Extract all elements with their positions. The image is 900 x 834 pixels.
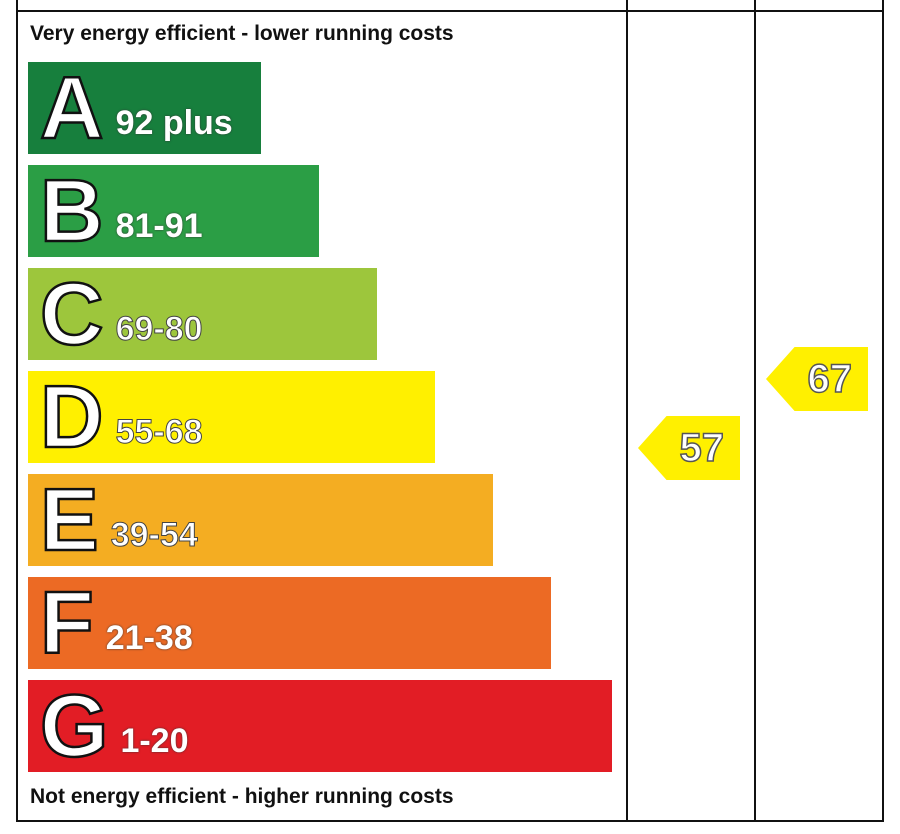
band-letter: C — [39, 264, 105, 363]
band-g: G 1-20 — [28, 680, 612, 772]
rating-frame — [16, 0, 884, 822]
band-range: 21-38 — [105, 618, 193, 657]
top-caption: Very energy efficient - lower running co… — [30, 22, 454, 45]
band-a: A 92 plus — [28, 62, 261, 154]
band-letter: D — [39, 367, 105, 466]
band-range: 69-80 — [115, 309, 203, 348]
bottom-caption: Not energy efficient - higher running co… — [30, 785, 454, 808]
column-divider-current — [626, 0, 628, 822]
band-d: D 55-68 — [28, 371, 435, 463]
band-letter: G — [39, 676, 110, 775]
top-rule — [16, 10, 884, 12]
band-range: 92 plus — [115, 103, 233, 142]
band-range: 81-91 — [115, 206, 203, 245]
column-divider-potential — [754, 0, 756, 822]
current-rating-value: 57 — [679, 425, 725, 471]
band-b: B 81-91 — [28, 165, 319, 257]
band-range: 39-54 — [110, 515, 198, 554]
band-range: 1-20 — [120, 721, 189, 760]
potential-rating-value: 67 — [807, 356, 853, 402]
band-c: C 69-80 — [28, 268, 377, 360]
band-letter: F — [39, 573, 95, 672]
band-range: 55-68 — [115, 412, 203, 451]
band-letter: A — [39, 58, 105, 157]
potential-rating-arrow: 67 — [766, 347, 868, 411]
band-e: E 39-54 — [28, 474, 493, 566]
band-letter: B — [39, 161, 105, 260]
band-f: F 21-38 — [28, 577, 551, 669]
band-letter: E — [39, 470, 100, 569]
